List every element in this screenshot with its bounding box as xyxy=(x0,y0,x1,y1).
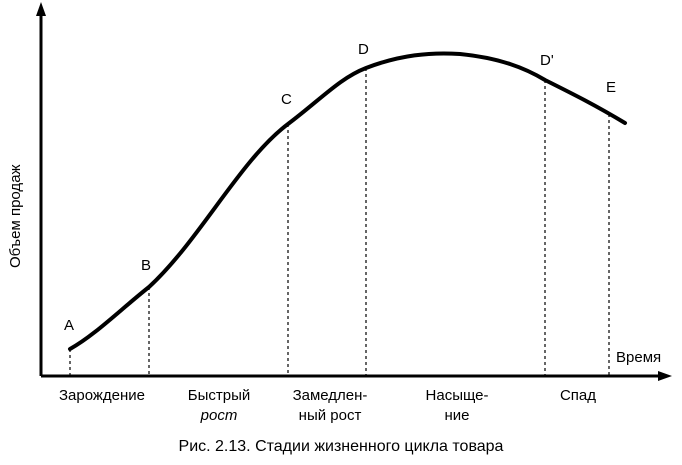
stage-label-saturation-line2: ние xyxy=(444,407,469,424)
stage-label-slow-growth-line1: Замедлен- xyxy=(293,387,368,404)
stage-label-decline: Спад xyxy=(560,387,596,404)
y-axis-arrow xyxy=(36,2,46,16)
point-label-d-prime: D' xyxy=(540,52,554,69)
y-axis-label: Объем продаж xyxy=(7,164,24,268)
stage-label-slow-growth-line2: ный рост xyxy=(299,407,362,424)
stage-label-emergence: Зарождение xyxy=(59,387,145,404)
point-label-c: C xyxy=(281,91,292,108)
sales-curve xyxy=(68,51,627,351)
point-label-b: B xyxy=(141,257,151,274)
point-label-a: A xyxy=(64,317,74,334)
point-label-e: E xyxy=(606,79,616,96)
stage-label-fast-growth-line2: рост xyxy=(200,407,238,424)
x-axis-label: Время xyxy=(616,349,661,366)
point-label-d: D xyxy=(358,41,369,58)
figure-caption: Рис. 2.13. Стадии жизненного цикла товар… xyxy=(179,438,504,455)
x-axis-arrow xyxy=(658,371,672,381)
stage-label-saturation-line1: Насыще- xyxy=(426,387,489,404)
stage-label-fast-growth-line1: Быстрый xyxy=(188,387,251,404)
